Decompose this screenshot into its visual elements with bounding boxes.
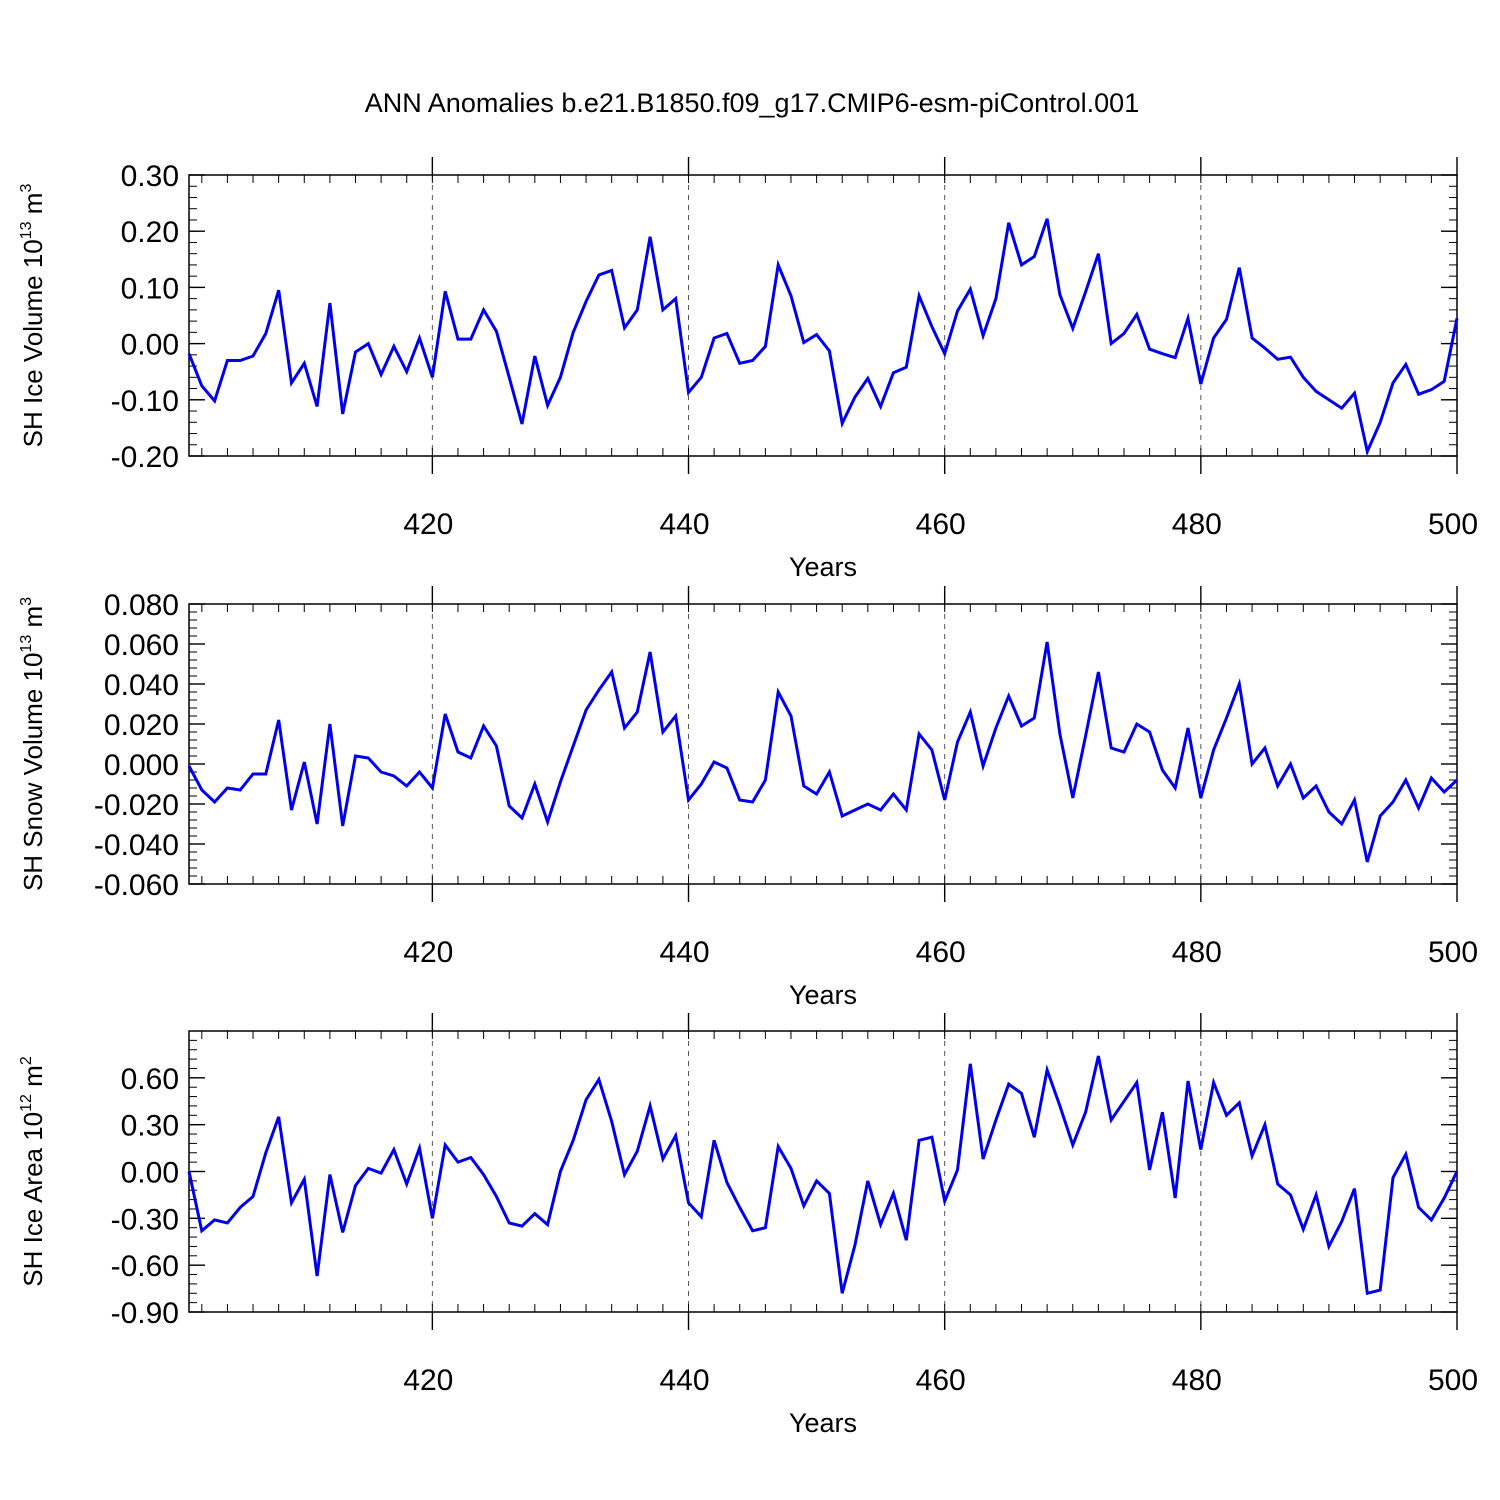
plot-frame [188, 603, 1458, 885]
y-label-text: SH Snow Volume 10 [18, 653, 48, 891]
y-label-text: SH Ice Area 10 [18, 1112, 48, 1287]
x-tick-label: 500 [1428, 936, 1478, 969]
x-axis-label: Years [789, 1408, 857, 1438]
x-axis-label: Years [789, 552, 857, 582]
x-tick-label: 440 [659, 508, 709, 541]
x-tick-label: 460 [916, 936, 966, 969]
x-tick-label: 460 [916, 1364, 966, 1397]
y-axis-label: SH Ice Volume 1013 m3 [18, 184, 48, 448]
panel-3: -0.90 -0.60 -0.30 0.00 0.30 0.60 420 440 460 480 5… [18, 1013, 1478, 1438]
x-tick-label: 440 [659, 1364, 709, 1397]
y-axis-label: SH Ice Area 1012 m2 [18, 1056, 48, 1287]
x-tick-label: 420 [403, 508, 453, 541]
y-label-unit: m [18, 193, 48, 222]
y-tick-label: -0.90 [111, 1297, 179, 1330]
y-label-exponent: 13 [18, 221, 35, 239]
y-label-unit: m [18, 606, 48, 635]
y-label-unit-exponent: 3 [18, 184, 35, 193]
y-tick-label: -0.10 [111, 385, 179, 418]
y-tick-label: -0.060 [94, 869, 179, 902]
y-label-exponent: 13 [18, 635, 35, 653]
y-tick-label: -0.30 [111, 1203, 179, 1236]
y-tick-label: -0.20 [111, 441, 179, 474]
y-tick-label: 0.00 [121, 1157, 179, 1190]
x-tick-label: 500 [1428, 1364, 1478, 1397]
series-line [187, 218, 1459, 457]
y-tick-label: 0.30 [121, 160, 179, 193]
x-tick-label: 480 [1172, 508, 1222, 541]
y-axis-label: SH Snow Volume 1013 m3 [18, 597, 48, 891]
y-label-exponent: 12 [18, 1094, 35, 1112]
plot-frame [188, 174, 1458, 457]
x-tick-label: 480 [1172, 936, 1222, 969]
y-tick-label: 0.60 [121, 1063, 179, 1096]
y-tick-label: 0.080 [104, 589, 179, 622]
y-tick-label: 0.10 [121, 272, 179, 305]
panel-1: -0.20 -0.10 0.00 0.10 0.20 0.30 420 440 460 480 50… [18, 157, 1478, 582]
y-tick-label: -0.60 [111, 1250, 179, 1283]
y-label-unit: m [18, 1065, 48, 1094]
x-tick-label: 460 [916, 508, 966, 541]
x-tick-label: 440 [659, 936, 709, 969]
y-tick-label: -0.040 [94, 829, 179, 862]
y-tick-label: 0.060 [104, 629, 179, 662]
y-label-unit-exponent: 3 [18, 597, 35, 606]
x-tick-label: 420 [403, 1364, 453, 1397]
x-tick-label: 500 [1428, 508, 1478, 541]
y-label-unit-exponent: 2 [18, 1056, 35, 1065]
x-tick-label: 480 [1172, 1364, 1222, 1397]
y-tick-label: 0.000 [104, 749, 179, 782]
y-tick-label: 0.30 [121, 1110, 179, 1143]
x-tick-label: 420 [403, 936, 453, 969]
y-tick-label: 0.040 [104, 669, 179, 702]
y-tick-label: 0.20 [121, 216, 179, 249]
y-tick-label: -0.020 [94, 789, 179, 822]
series-line [187, 641, 1459, 863]
main-title: ANN Anomalies b.e21.B1850.f09_g17.CMIP6-… [365, 88, 1139, 118]
plot-panels: -0.20 -0.10 0.00 0.10 0.20 0.30 420 440 460 480 50… [18, 157, 1478, 1438]
panel-2: -0.060 -0.040 -0.020 0.000 0.020 0.040 0.060 0.… [18, 586, 1478, 1010]
y-tick-label: 0.020 [104, 709, 179, 742]
x-axis-label: Years [789, 980, 857, 1010]
y-tick-label: 0.00 [121, 329, 179, 362]
y-label-text: SH Ice Volume 10 [18, 239, 48, 447]
series-line [187, 1055, 1459, 1296]
